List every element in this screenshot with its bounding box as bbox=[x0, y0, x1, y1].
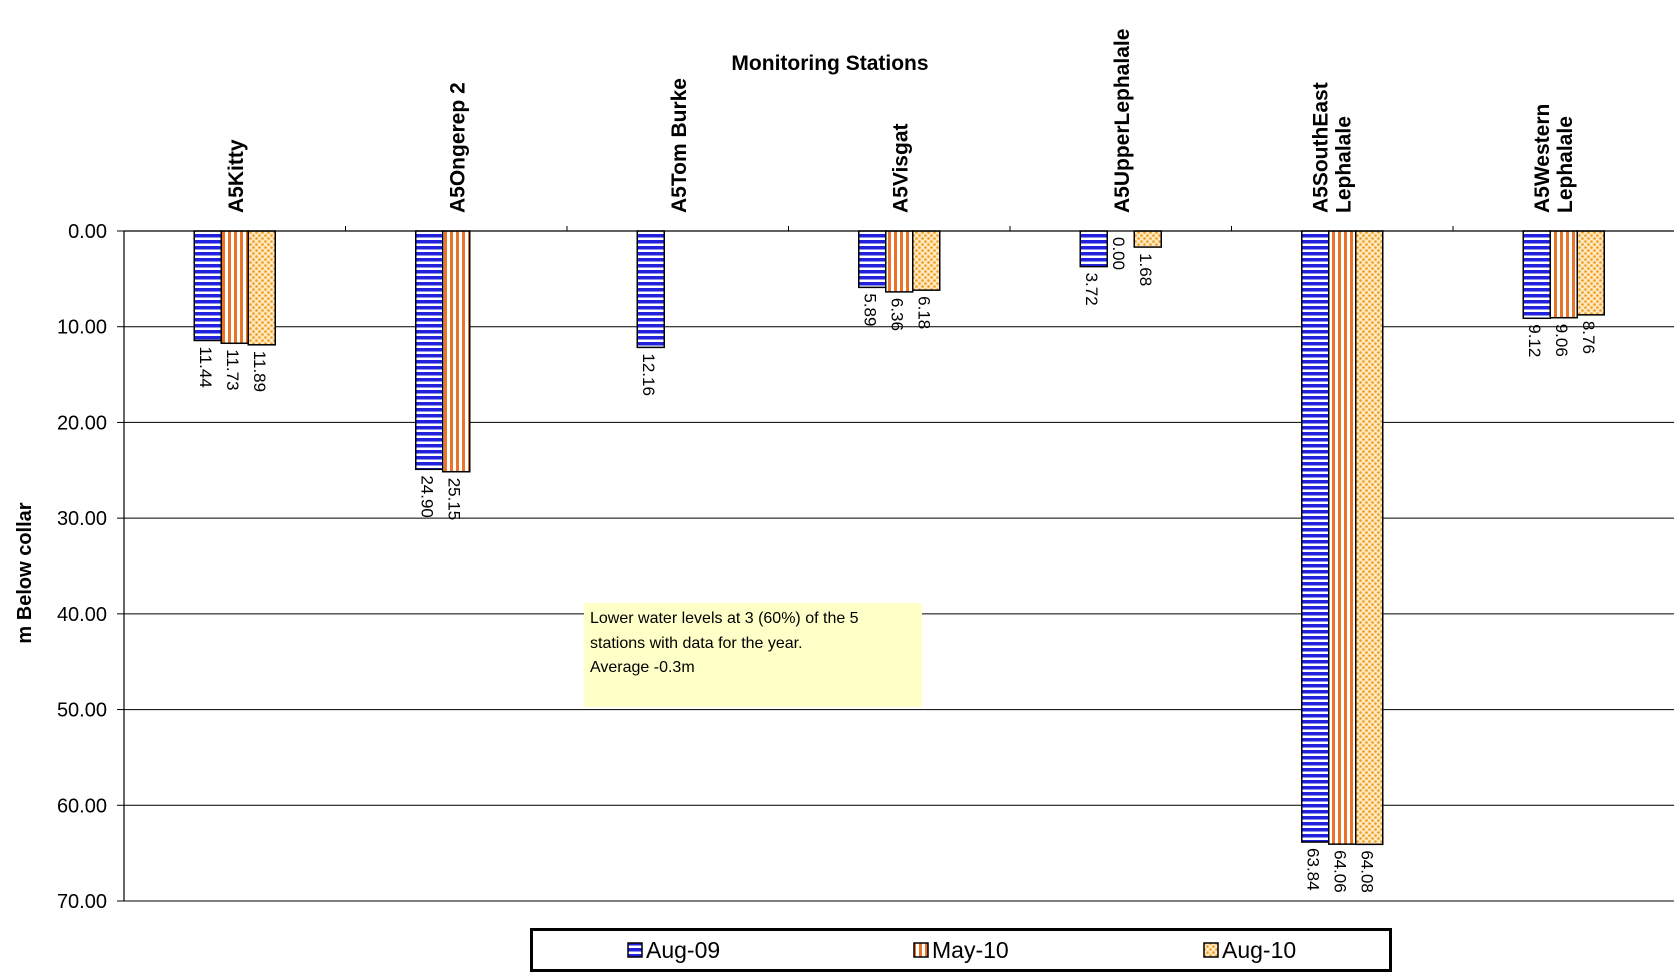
annotation-line: Average -0.3m bbox=[590, 659, 695, 676]
category-label: Lephalale bbox=[1332, 116, 1355, 213]
legend-swatch bbox=[913, 942, 929, 958]
bar bbox=[442, 230, 471, 473]
bar bbox=[1301, 230, 1330, 843]
bar bbox=[1328, 230, 1357, 845]
legend-item-aug-10: Aug-10 bbox=[1203, 936, 1297, 963]
bar bbox=[1355, 230, 1384, 846]
bar bbox=[220, 230, 249, 345]
data-label: 5.89 bbox=[860, 293, 879, 326]
bar bbox=[636, 230, 665, 349]
bar bbox=[415, 230, 444, 471]
data-label: 24.90 bbox=[417, 475, 436, 518]
annotation-box: Lower water levels at 3 (60%) of the 5 s… bbox=[584, 603, 922, 707]
labels: 0.00 10.00 20.00 30.00 40.00 50.00 60.00 70.00 A… bbox=[57, 29, 1598, 913]
data-label: 63.84 bbox=[1303, 848, 1322, 891]
legend-item-may-10: May-10 bbox=[913, 936, 1009, 963]
data-label: 8.76 bbox=[1579, 321, 1598, 354]
y-tick-label: 40.00 bbox=[57, 604, 107, 626]
data-label: 1.68 bbox=[1136, 253, 1155, 286]
data-label: 3.72 bbox=[1082, 273, 1101, 306]
legend-label: May-10 bbox=[932, 936, 1009, 963]
y-axis-label: m Below collar bbox=[14, 502, 36, 643]
category-label: A5Tom Burke bbox=[668, 78, 691, 213]
legend-label: Aug-09 bbox=[646, 936, 721, 963]
category-label: A5SouthEast bbox=[1309, 82, 1332, 213]
category-label: Lephalale bbox=[1554, 116, 1577, 213]
bar bbox=[1133, 230, 1162, 248]
y-tick-label: 30.00 bbox=[57, 508, 107, 530]
bar bbox=[885, 230, 914, 293]
y-tick-label: 70.00 bbox=[57, 891, 107, 913]
bar bbox=[858, 230, 887, 289]
bar bbox=[247, 230, 276, 346]
bar bbox=[912, 230, 941, 291]
y-tick-label: 60.00 bbox=[57, 795, 107, 817]
category-label: A5Kitty bbox=[225, 139, 248, 213]
category-label: A5Western bbox=[1531, 104, 1554, 213]
bar bbox=[1549, 230, 1578, 319]
data-label: 64.06 bbox=[1330, 850, 1349, 893]
bar bbox=[1576, 230, 1605, 316]
y-tick-label: 20.00 bbox=[57, 412, 107, 434]
data-label: 9.12 bbox=[1525, 324, 1544, 357]
category-label: A5UpperLephalale bbox=[1111, 29, 1134, 213]
legend-label: Aug-10 bbox=[1222, 936, 1297, 963]
bar bbox=[193, 230, 222, 342]
data-label: 25.15 bbox=[444, 478, 463, 521]
category-label: A5Ongerep 2 bbox=[446, 82, 469, 213]
y-tick-label: 10.00 bbox=[57, 317, 107, 339]
bar bbox=[1079, 230, 1108, 268]
gridlines bbox=[124, 326, 1674, 902]
y-tick-label: 0.00 bbox=[68, 221, 107, 243]
legend-item-aug-09: Aug-09 bbox=[627, 936, 721, 963]
y-tick-label: 50.00 bbox=[57, 700, 107, 722]
data-label: 11.73 bbox=[223, 349, 242, 390]
annotation-line: Lower water levels at 3 (60%) of the 5 bbox=[590, 610, 859, 627]
axes bbox=[117, 226, 1674, 902]
data-label: 64.08 bbox=[1357, 850, 1376, 893]
legend-swatch bbox=[1203, 942, 1219, 958]
legend-swatch bbox=[627, 942, 643, 958]
data-label: 12.16 bbox=[639, 353, 658, 396]
category-label: A5Visgat bbox=[889, 124, 912, 214]
legend: Aug-09 May-10 Aug-10 bbox=[530, 928, 1392, 972]
annotation-line: stations with data for the year. bbox=[590, 634, 803, 652]
chart-title: Monitoring Stations bbox=[731, 52, 928, 75]
data-label: 11.44 bbox=[196, 346, 215, 387]
data-label: 11.89 bbox=[250, 351, 269, 392]
data-label: 6.36 bbox=[887, 298, 906, 331]
data-label: 6.18 bbox=[914, 296, 933, 329]
data-label: 9.06 bbox=[1552, 324, 1571, 357]
data-label: 0.00 bbox=[1109, 237, 1128, 270]
bar bbox=[1522, 230, 1551, 320]
